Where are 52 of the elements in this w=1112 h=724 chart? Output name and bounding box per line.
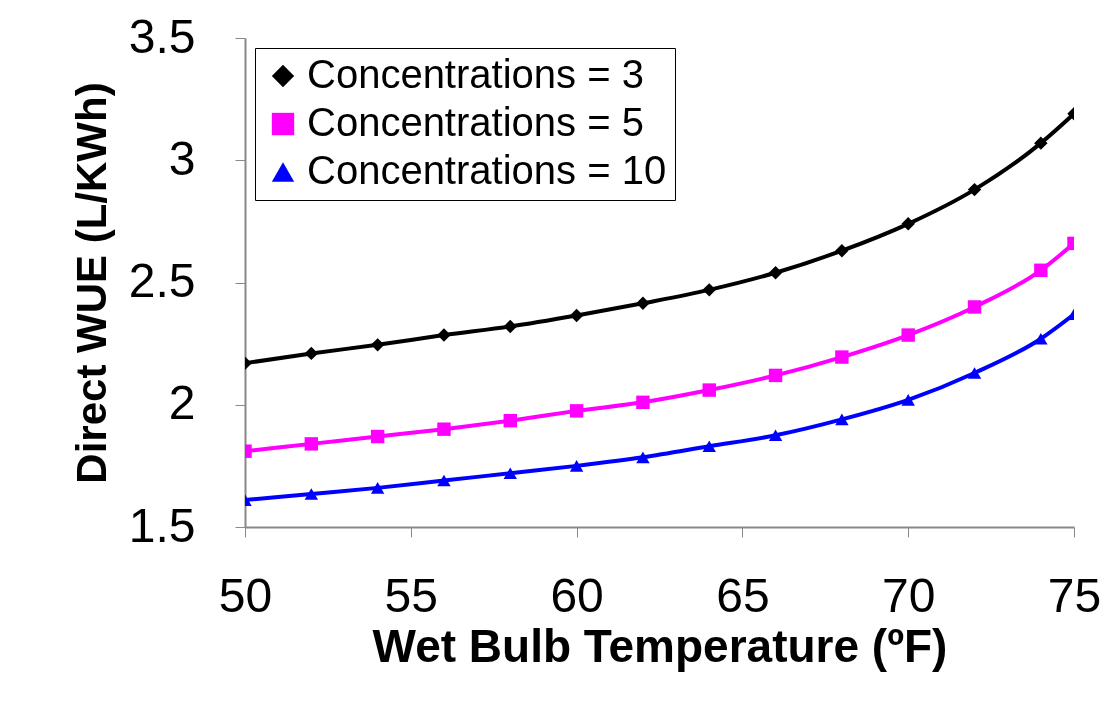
point: [304, 488, 319, 500]
point: [370, 482, 385, 494]
point: [702, 440, 716, 453]
y-tick-label: 1.5: [128, 498, 196, 552]
y-tick-label: 2: [168, 376, 196, 430]
point: [437, 328, 451, 342]
point: [702, 283, 716, 297]
x-tick-label: 75: [1047, 568, 1102, 622]
point: [835, 244, 849, 258]
point: [503, 467, 517, 480]
point: [437, 422, 451, 436]
y-axis-title: Direct WUE (L/KWh): [67, 82, 115, 484]
y-tick-label: 3.5: [128, 9, 196, 63]
x-tick-label: 70: [882, 568, 936, 622]
y-tick-label: 2.5: [128, 254, 196, 307]
point: [370, 429, 385, 444]
point: [569, 308, 584, 323]
x-tick-label: 60: [550, 568, 604, 622]
point: [768, 368, 783, 383]
point: [901, 328, 915, 342]
point: [437, 474, 451, 487]
point: [636, 451, 650, 464]
point: [702, 383, 716, 397]
point: [503, 413, 517, 428]
point: [569, 404, 584, 418]
x-axis-title: Wet Bulb Temperature (ºF): [372, 619, 948, 672]
legend-label: Concentrations = 3: [307, 52, 644, 96]
point: [503, 319, 517, 334]
point: [967, 300, 982, 314]
point: [1034, 263, 1048, 277]
point: [569, 460, 584, 472]
point: [967, 182, 982, 197]
point: [901, 394, 915, 406]
x-tick-label: 55: [384, 568, 438, 622]
legend-label: Concentrations = 10: [307, 148, 667, 192]
point: [835, 413, 849, 426]
point: [370, 338, 385, 352]
point: [967, 367, 982, 379]
x-tick-label: 50: [218, 568, 273, 622]
point: [901, 217, 915, 231]
point: [636, 296, 650, 310]
point: [768, 266, 783, 280]
point: [1034, 136, 1048, 150]
y-tick-label: 3: [168, 131, 196, 185]
point: [835, 350, 849, 364]
legend-label: Concentrations = 5: [307, 100, 644, 144]
point: [768, 429, 783, 442]
point: [304, 346, 319, 361]
x-tick-label: 65: [716, 568, 770, 622]
point: [636, 395, 650, 410]
point: [304, 437, 319, 451]
point: [1034, 332, 1048, 345]
